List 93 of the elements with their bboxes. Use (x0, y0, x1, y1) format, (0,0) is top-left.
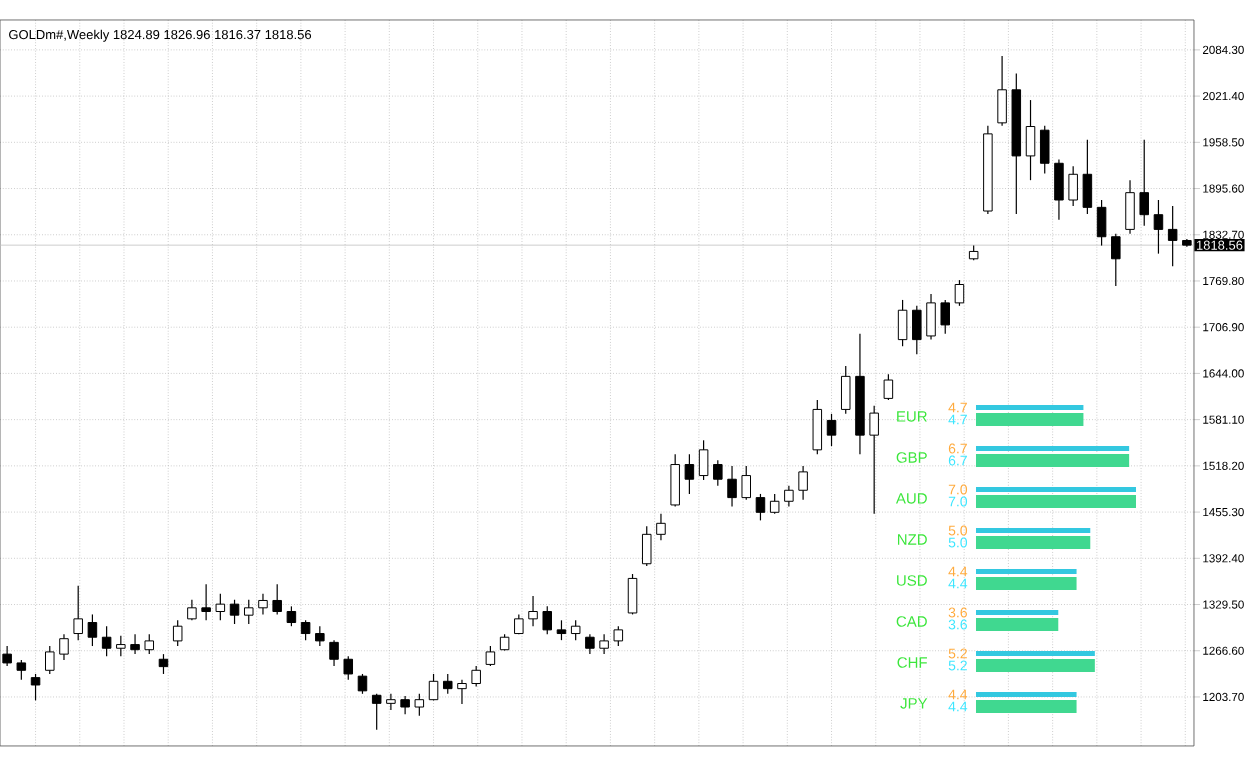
candlestick (30, 673, 41, 702)
candlestick (428, 673, 439, 702)
candlestick (897, 299, 908, 347)
candlestick (1096, 199, 1107, 247)
candlestick (457, 679, 467, 705)
candlestick (300, 619, 311, 641)
candlestick (16, 659, 27, 681)
candlestick (485, 645, 496, 667)
candlestick (869, 405, 879, 515)
candlestick (670, 453, 680, 508)
candlestick (386, 693, 396, 711)
candlestick (414, 693, 425, 717)
candlestick (215, 593, 226, 621)
candlestick (2, 645, 12, 667)
candlestick (400, 695, 410, 715)
candlestick (713, 459, 723, 487)
candlestick (926, 293, 936, 341)
bar (976, 454, 1130, 467)
candlestick (755, 493, 766, 521)
candlestick (1025, 99, 1036, 181)
candlestick (812, 399, 823, 455)
candlestick (599, 633, 609, 655)
candlestick (741, 465, 752, 501)
candlestick (627, 573, 638, 616)
candlestick (1068, 165, 1078, 207)
candlestick (201, 583, 211, 621)
bar (976, 650, 1095, 656)
candlestick (556, 619, 567, 641)
candlestick (840, 365, 851, 415)
candlestick (329, 639, 339, 667)
candlestick (784, 485, 794, 508)
candlestick (613, 625, 624, 647)
bar (976, 609, 1059, 615)
candlestick (698, 439, 709, 481)
candlestick (641, 525, 652, 567)
bar (976, 658, 1095, 672)
candlestick (585, 633, 595, 655)
candlestick (826, 413, 837, 447)
candlestick (954, 279, 965, 307)
candlestick (116, 635, 126, 657)
candlestick (442, 673, 453, 695)
candlestick (528, 595, 538, 627)
bar (976, 446, 1130, 451)
candlestick (172, 619, 183, 647)
candlestick (315, 625, 325, 647)
candlestick (357, 673, 368, 695)
candlestick (798, 465, 808, 501)
candlestick (656, 513, 666, 541)
candlestick (286, 605, 297, 627)
candlestick (1167, 205, 1178, 267)
candlestick (258, 593, 268, 616)
candlestick (727, 465, 737, 508)
bar (976, 487, 1136, 492)
candlestick (144, 633, 155, 655)
candlestick (158, 653, 169, 675)
bar (976, 691, 1077, 697)
bar (976, 413, 1084, 426)
bar (976, 405, 1084, 411)
bar (976, 617, 1059, 631)
candlestick (45, 645, 55, 675)
candlestick (1139, 139, 1149, 227)
candlestick (59, 633, 69, 661)
candlestick (769, 493, 780, 515)
candlestick (997, 55, 1007, 127)
candlestick (73, 585, 83, 641)
bar (976, 699, 1077, 713)
candlestick (912, 305, 922, 355)
bar (976, 576, 1077, 590)
candlestick (229, 599, 240, 625)
bar (976, 535, 1091, 549)
candlestick (684, 453, 695, 495)
candlestick (187, 599, 197, 621)
candlestick (343, 655, 354, 681)
candlestick (371, 693, 382, 731)
candlestick (1153, 199, 1164, 255)
bar (976, 494, 1136, 508)
candlestick (101, 625, 112, 657)
candlestick (1054, 158, 1064, 221)
candlestick (1082, 139, 1093, 215)
candlestick (1111, 233, 1121, 287)
candlestick (244, 599, 254, 625)
bar (976, 568, 1077, 574)
candlestick (471, 665, 481, 688)
candlestick (87, 613, 98, 647)
bar (976, 527, 1091, 533)
candlestick (940, 299, 950, 335)
candlestick (1039, 125, 1050, 175)
candlestick (130, 633, 140, 655)
candlestick (1125, 179, 1135, 235)
candlestick (542, 605, 553, 635)
candlestick (272, 583, 282, 616)
candlestick (883, 373, 894, 401)
candlestick (570, 619, 581, 641)
